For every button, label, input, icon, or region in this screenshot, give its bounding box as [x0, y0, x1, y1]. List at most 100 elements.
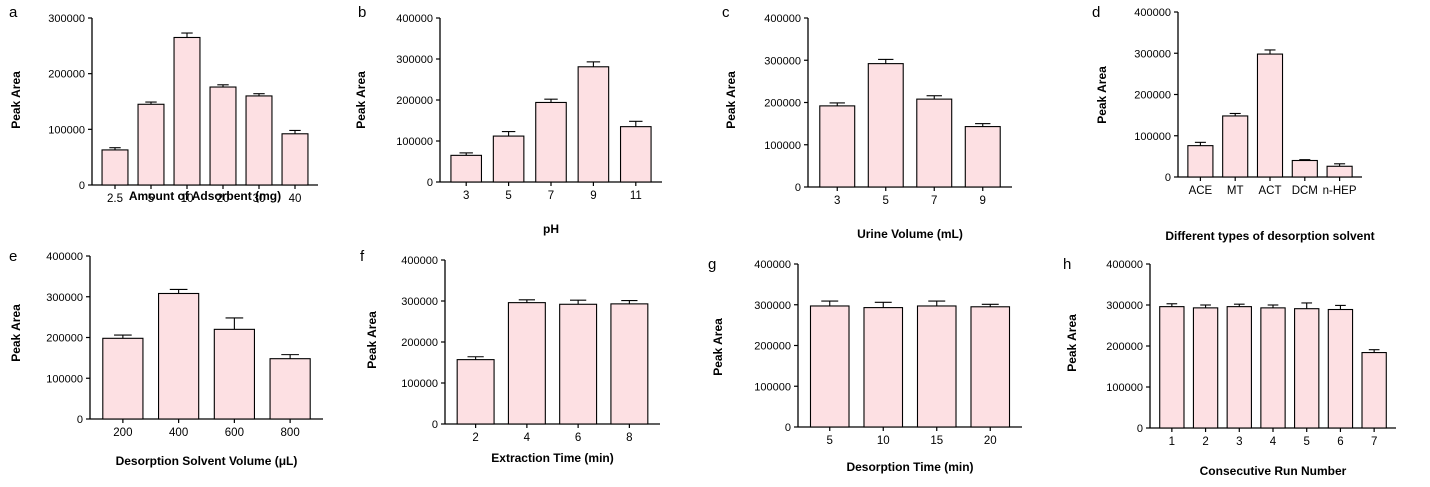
bar: [507, 302, 546, 425]
x-tick-label: 3: [463, 190, 469, 202]
panel-letter: a: [9, 4, 18, 21]
y-tick-label: 400000: [401, 255, 438, 267]
bar: [809, 305, 850, 428]
x-tick-label: 15: [930, 435, 943, 447]
bar: [916, 305, 957, 428]
y-tick-label: 100000: [48, 124, 85, 136]
bar: [158, 292, 200, 420]
bar: [916, 98, 953, 188]
x-tick-label: 11: [630, 190, 642, 202]
x-tick-label: 2: [472, 432, 478, 444]
bar: [1294, 308, 1320, 429]
x-tick-label: ACE: [1189, 185, 1213, 197]
x-axis-title: Desorption Solvent Volume (μL): [116, 454, 298, 468]
chart-panel-c: c Peak Area Urine Volume (mL) 0 100000 200000…: [722, 4, 1012, 241]
y-axis-title: Peak Area: [354, 71, 368, 129]
chart-panel-g: g Peak Area Desorption Time (min) 0 100000 20…: [708, 256, 1022, 474]
x-tick-label: 8: [626, 432, 632, 444]
bar: [1260, 307, 1286, 429]
x-tick-label: 7: [931, 195, 937, 207]
y-tick-label: 300000: [396, 54, 433, 66]
x-tick-label: 200: [113, 427, 132, 439]
bar: [1361, 352, 1387, 429]
x-tick-label: 9: [980, 195, 986, 207]
y-tick-label: 100000: [1134, 131, 1171, 143]
bar: [559, 303, 598, 425]
panel-letter: c: [722, 4, 730, 21]
bar: [819, 105, 856, 188]
bar: [577, 66, 610, 183]
x-tick-label: 30: [253, 193, 266, 205]
bar: [1226, 306, 1252, 429]
x-tick-label: 20: [217, 193, 230, 205]
y-tick-label: 400000: [1106, 259, 1143, 271]
y-axis-title: Peak Area: [1065, 314, 1079, 372]
panel-letter: d: [1092, 4, 1100, 21]
chart-panel-b: b Peak Area pH 0 100000 200000 300000 400000 3 5 7…: [354, 4, 662, 236]
x-tick-label: ACT: [1259, 185, 1282, 197]
y-tick-label: 300000: [754, 300, 791, 312]
bar: [863, 307, 904, 428]
x-tick-label: 6: [1337, 436, 1343, 448]
bar: [610, 303, 649, 425]
y-axis-title: Peak Area: [711, 318, 725, 376]
bar: [456, 359, 495, 425]
x-tick-label: 9: [590, 190, 596, 202]
bar: [102, 337, 144, 420]
x-axis-title: Amount of Adsorbent (mg): [129, 189, 281, 203]
x-tick-label: 800: [281, 427, 300, 439]
x-axis-title: Consecutive Run Number: [1200, 464, 1347, 478]
x-tick-label: 7: [548, 190, 554, 202]
x-tick-label: 3: [834, 195, 840, 207]
bar: [213, 328, 255, 420]
x-tick-label: 6: [575, 432, 581, 444]
bar: [1326, 165, 1353, 178]
x-tick-label: 5: [148, 193, 154, 205]
y-axis-title: Peak Area: [724, 71, 738, 129]
bar: [1159, 306, 1185, 429]
bar: [1327, 308, 1354, 429]
panel-letter: e: [9, 248, 17, 265]
y-tick-label: 400000: [46, 251, 83, 263]
x-tick-label: MT: [1227, 185, 1244, 197]
x-axis-title: Different types of desorption solvent: [1165, 229, 1374, 243]
y-tick-label: 300000: [48, 13, 85, 25]
y-tick-label: 200000: [1106, 341, 1143, 353]
y-tick-label: 0: [77, 414, 83, 426]
x-axis-title: pH: [543, 222, 559, 236]
chart-panel-f: f Peak Area Extraction Time (min) 0 100000 20…: [360, 248, 660, 465]
y-tick-label: 100000: [401, 378, 438, 390]
y-tick-label: 200000: [396, 95, 433, 107]
panel-letter: b: [358, 4, 366, 21]
y-tick-label: 0: [79, 180, 85, 192]
x-tick-label: 3: [1236, 436, 1242, 448]
bar: [1192, 307, 1219, 429]
y-axis-title: Peak Area: [9, 304, 23, 362]
y-tick-label: 300000: [1134, 48, 1171, 60]
x-tick-label: 5: [883, 195, 889, 207]
y-tick-label: 300000: [1106, 300, 1143, 312]
y-tick-label: 200000: [764, 98, 801, 110]
y-tick-label: 100000: [396, 136, 433, 148]
bar: [137, 103, 165, 186]
y-tick-label: 300000: [764, 55, 801, 67]
y-tick-label: 0: [785, 422, 791, 434]
x-tick-label: 10: [877, 435, 890, 447]
chart-panel-a: a Peak Area Amount of Adsorbent (mg) 0 10000…: [9, 4, 318, 205]
bar: [1187, 145, 1214, 178]
bar: [209, 86, 237, 186]
y-tick-label: 100000: [1106, 382, 1143, 394]
bar: [173, 36, 201, 186]
x-tick-label: n-HEP: [1323, 185, 1357, 197]
x-tick-label: 20: [984, 435, 997, 447]
y-tick-label: 100000: [764, 140, 801, 152]
bar: [867, 63, 904, 188]
y-tick-label: 200000: [754, 341, 791, 353]
chart-panel-d: d Peak Area Different types of desorption …: [1092, 4, 1375, 243]
y-tick-label: 400000: [1134, 7, 1171, 19]
y-axis-title: Peak Area: [365, 311, 379, 369]
bar: [281, 133, 309, 186]
x-tick-label: 2: [1202, 436, 1208, 448]
y-tick-label: 100000: [754, 381, 791, 393]
